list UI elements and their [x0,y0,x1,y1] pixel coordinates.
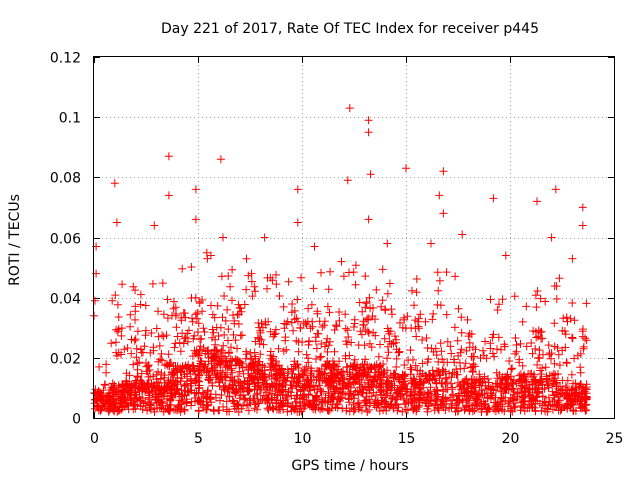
roti-point [112,218,121,227]
x-tick-label: 0 [90,431,99,447]
roti-point [489,194,498,203]
x-tick-label: 10 [294,431,312,447]
roti-point [260,233,269,242]
roti-point [551,185,560,194]
roti-point [164,191,173,200]
y-axis-label: ROTI / TECUs [7,194,23,286]
roti-point [533,197,541,206]
roti-point [91,296,99,305]
roti-point [343,176,352,185]
roti-point [164,152,173,161]
roti-point [216,155,225,164]
roti-point [191,185,200,194]
roti-point [568,254,577,263]
y-tick-label: 0.02 [50,352,81,368]
roti-point [366,170,375,179]
y-tick-label: 0.04 [50,292,81,308]
roti-point [435,191,444,200]
roti-point [458,230,467,239]
roti-point [293,218,302,227]
y-tick-label: 0 [72,412,81,428]
roti-point [310,242,319,251]
plot-frame [93,56,615,419]
roti-point [439,209,448,218]
roti-point [402,164,410,173]
roti-point [364,215,373,224]
roti-point [150,221,159,230]
roti-point [219,233,227,242]
roti-point [364,116,373,125]
axis-ticks: 0 0.02 0.04 0.06 0.08 0.1 0.12 0 5 10 15 20 25 [50,51,624,448]
roti-point [501,251,510,260]
y-tick-label: 0.06 [50,232,81,248]
x-tick-label: 5 [194,431,203,447]
roti-point [383,239,392,248]
y-tick-label: 0.08 [50,171,81,187]
roti-point [191,215,200,224]
roti-point-cloud [90,248,591,416]
roti-point [110,179,119,188]
y-tick-label: 0.12 [50,51,81,67]
y-tick-label: 0.1 [59,111,81,127]
chart-title: Day 221 of 2017, Rate Of TEC Index for r… [161,21,539,37]
roti-point [439,167,448,176]
x-tick-label: 15 [398,431,416,447]
roti-point [364,128,373,137]
x-tick-label: 20 [502,431,520,447]
roti-point [578,203,587,212]
roti-point [345,104,354,113]
roti-point [547,233,556,242]
roti-point [578,221,587,230]
roti-point [427,239,435,248]
x-tick-label: 25 [606,431,624,447]
x-axis-label: GPS time / hours [291,458,408,474]
data-points [90,104,591,416]
roti-point [293,185,302,194]
gridlines [94,57,614,418]
